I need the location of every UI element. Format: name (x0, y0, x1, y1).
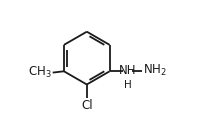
Text: CH$_3$: CH$_3$ (28, 65, 52, 80)
Text: NH$_2$: NH$_2$ (143, 63, 167, 78)
Text: Cl: Cl (81, 99, 93, 112)
Text: H: H (124, 80, 131, 90)
Text: NH: NH (119, 64, 136, 77)
